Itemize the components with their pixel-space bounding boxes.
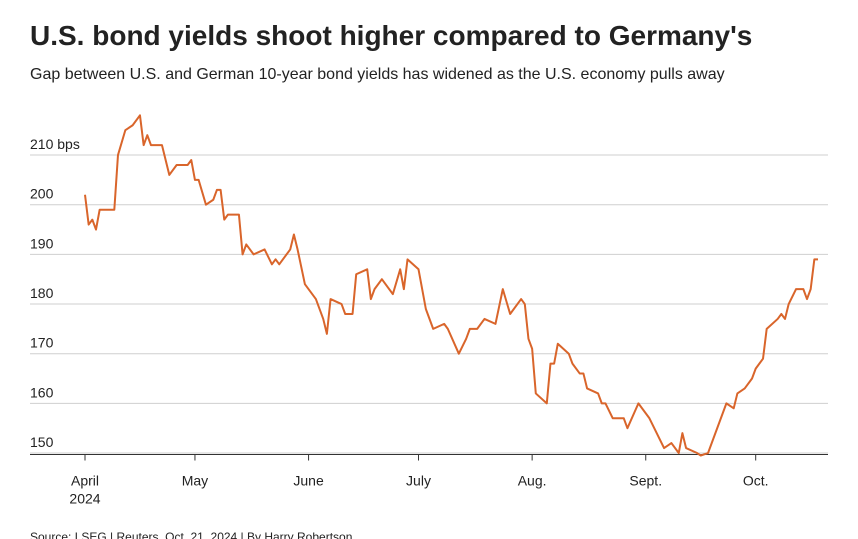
- x-tick-label: May: [182, 473, 208, 489]
- y-tick-label: 170: [30, 335, 54, 351]
- x-tick-label: July: [406, 473, 431, 489]
- x-tick-label: Sept.: [629, 473, 662, 489]
- x-year-label: 2024: [69, 491, 100, 507]
- y-tick-label: 180: [30, 285, 54, 301]
- y-tick-label: 200: [30, 186, 54, 202]
- chart-subtitle: Gap between U.S. and German 10-year bond…: [30, 66, 725, 83]
- source-note: Source: LSEG | Reuters, Oct. 21, 2024 | …: [30, 530, 352, 539]
- data-line: [84, 114, 818, 457]
- x-tick-label: April: [71, 473, 99, 489]
- x-tick-label: Oct.: [743, 473, 769, 489]
- chart-title: U.S. bond yields shoot higher compared t…: [30, 20, 752, 51]
- y-tick-label: 210 bps: [30, 136, 80, 152]
- y-tick-label: 160: [30, 384, 54, 400]
- y-tick-label: 190: [30, 235, 54, 251]
- y-tick-label: 150: [30, 434, 54, 450]
- x-tick-label: Aug.: [518, 473, 547, 489]
- x-tick-label: June: [293, 473, 324, 489]
